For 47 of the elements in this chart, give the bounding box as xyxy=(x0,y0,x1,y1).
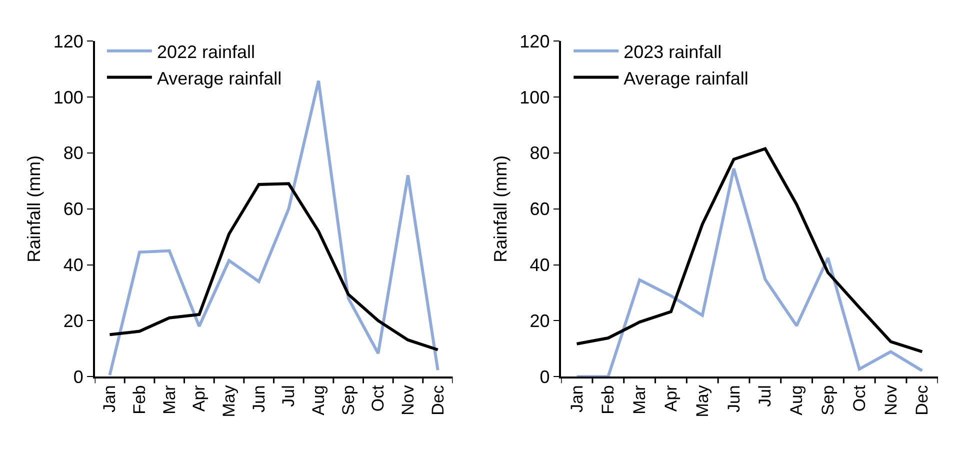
x-tick-label: Jan xyxy=(567,385,586,413)
y-tick-label: 100 xyxy=(520,87,550,108)
y-tick-label: 80 xyxy=(63,143,84,164)
x-tick-label: Nov xyxy=(398,384,418,416)
x-tick-label: Apr xyxy=(190,384,209,412)
x-tick-label: Mar xyxy=(160,384,179,414)
y-tick-label: 80 xyxy=(530,143,550,164)
y-tick-label: 120 xyxy=(53,31,84,52)
y-tick-label: 100 xyxy=(53,87,84,108)
x-tick-label: May xyxy=(692,384,712,418)
y-tick-label: 20 xyxy=(63,310,84,331)
y-tick-label: 120 xyxy=(520,31,550,52)
x-tick-label: Jan xyxy=(100,385,120,413)
x-tick-label: Aug xyxy=(787,385,806,416)
x-tick-label: Dec xyxy=(428,384,448,416)
x-tick-label: Jun xyxy=(249,385,268,413)
x-tick-label: Dec xyxy=(912,384,932,416)
y-tick-label: 0 xyxy=(73,366,84,387)
line-series xyxy=(575,147,924,354)
legend-label: Average rainfall xyxy=(624,68,748,88)
x-tick-label: Apr xyxy=(661,384,680,412)
legend-label: Average rainfall xyxy=(156,68,282,88)
y-axis-title: Rainfall (mm) xyxy=(490,155,510,262)
x-tick-label: Nov xyxy=(881,384,900,416)
y-tick-label: 40 xyxy=(63,255,84,276)
y-tick-label: 0 xyxy=(540,366,550,387)
x-tick-label: Sep xyxy=(818,385,838,416)
x-tick-label: Aug xyxy=(309,385,328,416)
x-tick-label: Oct xyxy=(850,384,869,412)
legend-label: 2022 rainfall xyxy=(156,42,256,62)
x-tick-label: Feb xyxy=(598,385,618,414)
legend-label: 2023 rainfall xyxy=(624,42,722,62)
x-tick-label: Feb xyxy=(130,385,150,414)
y-tick-label: 60 xyxy=(530,199,550,220)
line-series xyxy=(575,167,924,377)
x-tick-label: May xyxy=(220,384,239,418)
x-tick-label: Jul xyxy=(756,385,775,407)
line-series xyxy=(108,182,440,352)
x-tick-label: Mar xyxy=(630,384,650,414)
y-tick-label: 40 xyxy=(530,255,550,276)
x-tick-label: Jul xyxy=(279,385,298,407)
x-tick-label: Sep xyxy=(338,385,358,416)
x-tick-label: Jun xyxy=(724,385,744,413)
y-tick-label: 60 xyxy=(63,199,84,220)
y-axis-title: Rainfall (mm) xyxy=(24,155,44,262)
x-tick-label: Oct xyxy=(368,384,388,412)
y-tick-label: 20 xyxy=(530,310,550,331)
